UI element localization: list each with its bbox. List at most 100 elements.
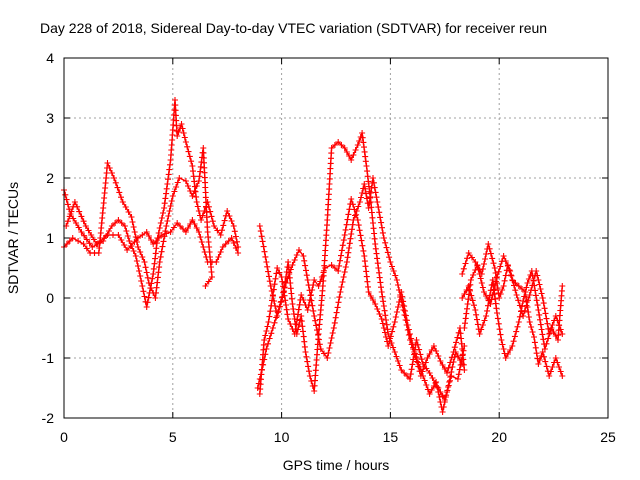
data-point	[538, 353, 545, 359]
data-point	[304, 307, 311, 313]
data-point	[322, 242, 329, 249]
data-point	[494, 310, 500, 316]
data-point	[149, 275, 156, 282]
data-point	[267, 283, 274, 289]
data-point	[198, 159, 205, 166]
data-point	[385, 343, 392, 349]
data-point	[461, 367, 468, 373]
data-point	[311, 388, 318, 394]
data-point	[528, 287, 534, 294]
data-point	[525, 314, 532, 320]
data-point	[167, 203, 174, 209]
data-point	[193, 199, 200, 205]
data-point	[346, 153, 353, 159]
data-point	[266, 278, 273, 285]
data-point	[402, 312, 409, 319]
data-point	[413, 358, 420, 365]
data-point	[403, 317, 410, 324]
data-point	[231, 228, 238, 235]
data-point	[526, 292, 533, 298]
data-point	[311, 313, 318, 319]
data-point	[543, 363, 550, 370]
data-point	[404, 373, 411, 379]
data-point	[508, 272, 515, 279]
data-point	[158, 232, 165, 238]
data-point	[537, 321, 544, 328]
data-point	[326, 345, 333, 351]
data-point	[346, 240, 353, 247]
data-point	[182, 139, 189, 145]
data-point	[145, 233, 152, 239]
data-point	[365, 178, 372, 185]
data-point	[161, 200, 168, 207]
data-point	[148, 285, 154, 291]
data-point	[417, 373, 424, 379]
data-point	[310, 282, 317, 288]
data-point	[164, 218, 171, 224]
data-point	[301, 338, 308, 345]
data-point	[137, 273, 144, 279]
data-point	[482, 256, 489, 262]
data-point	[312, 317, 319, 324]
data-point	[370, 175, 376, 181]
data-point	[74, 203, 81, 210]
data-point	[367, 195, 374, 201]
data-point	[340, 237, 347, 244]
data-point	[355, 203, 362, 210]
data-point	[559, 283, 566, 289]
data-point	[160, 210, 166, 216]
data-point	[309, 287, 316, 293]
data-point	[269, 297, 275, 304]
data-point	[200, 244, 207, 250]
data-point	[529, 329, 536, 335]
data-point	[285, 259, 292, 265]
data-point	[479, 284, 486, 291]
data-point	[270, 286, 277, 293]
data-point	[313, 356, 320, 363]
data-point	[157, 253, 164, 260]
data-point	[118, 220, 125, 226]
data-point	[321, 257, 328, 264]
data-point	[338, 247, 345, 254]
data-point	[314, 327, 320, 334]
data-point	[481, 289, 487, 295]
data-point	[284, 275, 291, 282]
data-point	[409, 361, 416, 368]
data-point	[63, 196, 70, 203]
data-point	[313, 322, 320, 329]
data-point	[123, 228, 130, 234]
data-point	[554, 359, 561, 366]
data-point	[286, 271, 293, 277]
data-point	[260, 243, 267, 250]
data-point	[557, 368, 564, 375]
data-point	[541, 346, 548, 352]
data-point	[90, 236, 97, 243]
data-point	[372, 245, 379, 252]
data-point	[312, 367, 319, 374]
data-point	[330, 325, 337, 331]
data-point	[317, 278, 324, 285]
data-point	[167, 229, 174, 235]
y-tick-label: -1	[42, 350, 55, 366]
data-point	[416, 346, 423, 353]
data-point	[409, 340, 416, 346]
data-point	[368, 209, 375, 216]
data-point	[324, 217, 331, 223]
data-point	[537, 316, 543, 323]
data-point	[205, 278, 212, 285]
data-point	[373, 194, 380, 201]
data-point	[391, 319, 398, 325]
data-point	[132, 253, 139, 259]
data-point	[80, 218, 87, 225]
data-point	[339, 279, 346, 285]
data-point	[287, 285, 294, 292]
data-point	[341, 232, 348, 238]
data-point	[334, 304, 341, 311]
data-point	[474, 262, 481, 268]
data-point	[219, 244, 226, 250]
data-point	[295, 306, 302, 313]
data-point	[324, 355, 331, 361]
data-point	[258, 233, 265, 240]
data-point	[361, 181, 368, 187]
